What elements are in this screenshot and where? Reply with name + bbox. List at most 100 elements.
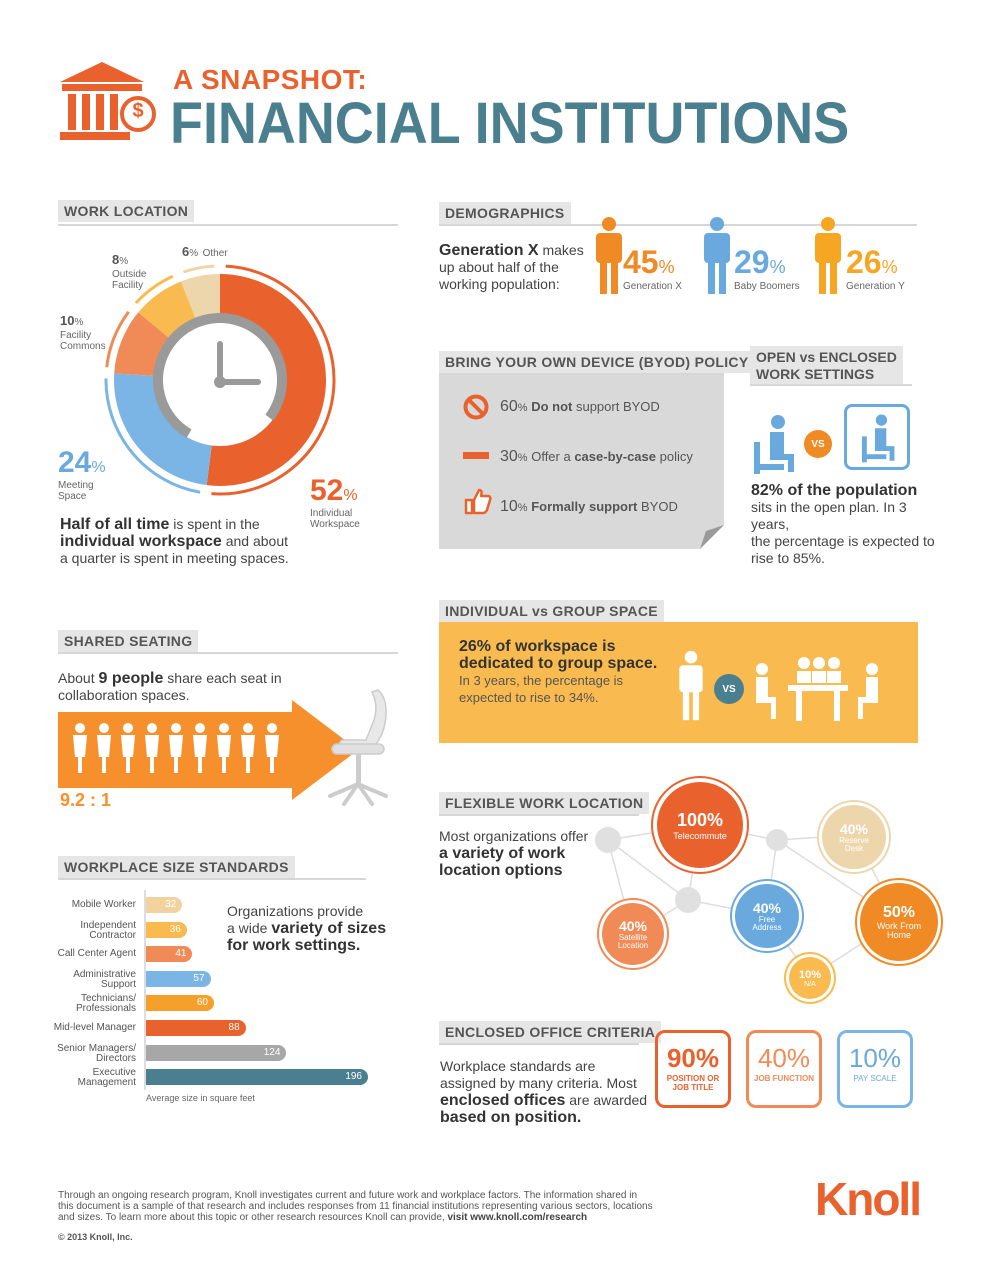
open-enclosed-title: OPEN vs ENCLOSED WORK SETTINGS (750, 346, 903, 386)
open-seat-icon (754, 415, 794, 474)
person-icon (217, 723, 231, 773)
donut-accent-arc (182, 264, 215, 274)
demographics-desc: Generation X makes up about half of the … (439, 242, 584, 292)
work-location-title: WORK LOCATION (58, 200, 195, 222)
section-divider (58, 878, 366, 880)
vs-badge: VS (804, 430, 832, 458)
flex-node-na: 10% N/A (789, 957, 831, 999)
person-icon (596, 217, 622, 294)
work-location-donut (104, 264, 336, 496)
research-link[interactable]: visit www.knoll.com/research (447, 1212, 588, 1223)
flex-node-work-from-home: 50% Work From Home (860, 883, 938, 961)
flex-node-free-address: 40% Free Address (735, 884, 799, 948)
donut-segment (113, 373, 212, 486)
donut-accent-arc (104, 378, 201, 494)
criteria-position: 90% POSITION OR JOB TITLE (655, 1030, 731, 1108)
size-bar: 88 (146, 1020, 246, 1036)
segment-label-meeting: 24% Meeting Space (58, 446, 106, 502)
person-icon (193, 723, 207, 773)
bar-label: Technicians/Professionals (75, 993, 136, 1015)
bar-label: Executive Management (77, 1067, 136, 1089)
section-divider (750, 384, 912, 386)
vs-badge: VS (714, 674, 744, 704)
no-icon (463, 394, 489, 420)
segment-label-individual: 52% Individual Workspace (310, 474, 360, 530)
thumbs-up-icon (464, 488, 492, 515)
section-divider (439, 1043, 639, 1045)
individual-group-title: INDIVIDUAL vs GROUP SPACE (439, 600, 664, 622)
seating-ratio: 9.2 : 1 (60, 790, 112, 810)
donut-accent-arc (211, 264, 336, 496)
copyright: © 2013 Knoll, Inc. (58, 1232, 133, 1242)
footer-text: Through an ongoing research program, Kno… (58, 1190, 653, 1223)
size-bar: 41 (146, 946, 193, 963)
person-icon (679, 650, 703, 721)
person-icon (704, 217, 730, 294)
bar-label: Senior Managers/Directors (57, 1042, 136, 1064)
flex-node-satellite: 40% Satellite Location (602, 903, 664, 965)
segment-label-facility: 10% Facility Commons (60, 313, 106, 352)
byod-title: BRING YOUR OWN DEVICE (BYOD) POLICY (439, 351, 755, 373)
demographic-boomers: 29% Baby Boomers (734, 244, 800, 292)
section-divider (439, 224, 917, 226)
work-location-desc: Half of all time is spent in the individ… (60, 516, 289, 566)
dash-icon (463, 452, 489, 459)
person-icon (815, 217, 841, 294)
enclosed-office-title: ENCLOSED OFFICE CRITERIA (439, 1021, 662, 1043)
size-bar: 196 (146, 1069, 368, 1086)
workplace-size-title: WORKPLACE SIZE STANDARDS (58, 856, 295, 878)
flexible-title: FLEXIBLE WORK LOCATION (439, 792, 650, 814)
segment-label-outside: 8% Outside Facility (112, 252, 147, 291)
bar-chart-axis (144, 890, 146, 1090)
flexible-desc: Most organizations offer a variety of wo… (439, 828, 589, 879)
bar-label: Mid-level Manager (53, 1022, 136, 1033)
page-subtitle: A SNAPSHOT: (173, 64, 368, 95)
enclosed-office-desc: Workplace standards are assigned by many… (440, 1058, 648, 1126)
group-table-icon (756, 657, 878, 721)
segment-label-other: 6% Other (182, 244, 228, 259)
enclosed-office-icon (844, 404, 910, 470)
demographic-gen-y: 26% Generation Y (846, 244, 905, 292)
chair-icon (328, 689, 388, 806)
page-title: FINANCIAL INSTITUTIONS (170, 91, 850, 156)
bar-label: Administrative Support (73, 968, 136, 990)
donut-accent-arc (134, 274, 174, 305)
person-icon (97, 723, 111, 773)
flex-node-reserve-desk: 40% Reserve Desk (822, 805, 886, 869)
byod-item-case: 30% Offer a case-by-case policy (500, 448, 693, 465)
dollar-sign: $ (132, 100, 144, 122)
shared-seating-title: SHARED SEATING (58, 630, 199, 652)
criteria-job-function: 40% JOB FUNCTION (746, 1030, 822, 1108)
bar-label: Independent Contractor (80, 919, 136, 941)
donut-segment (180, 274, 220, 321)
person-icon (73, 723, 87, 773)
person-icon (145, 723, 159, 773)
bar-chart-footnote: Average size in square feet (146, 1093, 255, 1103)
knoll-logo[interactable]: Knoll (815, 1173, 922, 1225)
section-divider (439, 814, 639, 816)
person-icon (265, 723, 279, 773)
size-bar: 124 (146, 1044, 287, 1061)
flex-node-telecommute: 100% Telecommute (657, 782, 743, 868)
workplace-size-desc: Organizations provide a wide variety of … (227, 903, 387, 954)
byod-item-no: 60% Do not support BYOD (500, 398, 660, 415)
size-bar: 36 (146, 921, 187, 938)
size-bar: 60 (146, 995, 214, 1012)
open-enclosed-desc: 82% of the population sits in the open p… (751, 482, 935, 566)
donut-accent-arc (105, 310, 130, 368)
section-divider (58, 224, 398, 226)
bar-label: Call Center Agent (57, 948, 136, 960)
shared-seating-arrow (58, 700, 358, 800)
byod-item-yes: 10% Formally support BYOD (500, 498, 678, 515)
demographics-title: DEMOGRAPHICS (439, 202, 571, 224)
section-divider (58, 652, 398, 654)
demographic-gen-x: 45% Generation X (623, 244, 682, 292)
criteria-pay-scale: 10% PAY SCALE (837, 1030, 913, 1108)
person-icon (169, 723, 183, 773)
bank-icon (60, 62, 156, 140)
person-icon (241, 723, 255, 773)
bar-label: Mobile Worker (71, 899, 136, 910)
size-bar: 57 (146, 970, 211, 987)
size-bar: 32 (146, 897, 183, 913)
person-icon (121, 723, 135, 773)
